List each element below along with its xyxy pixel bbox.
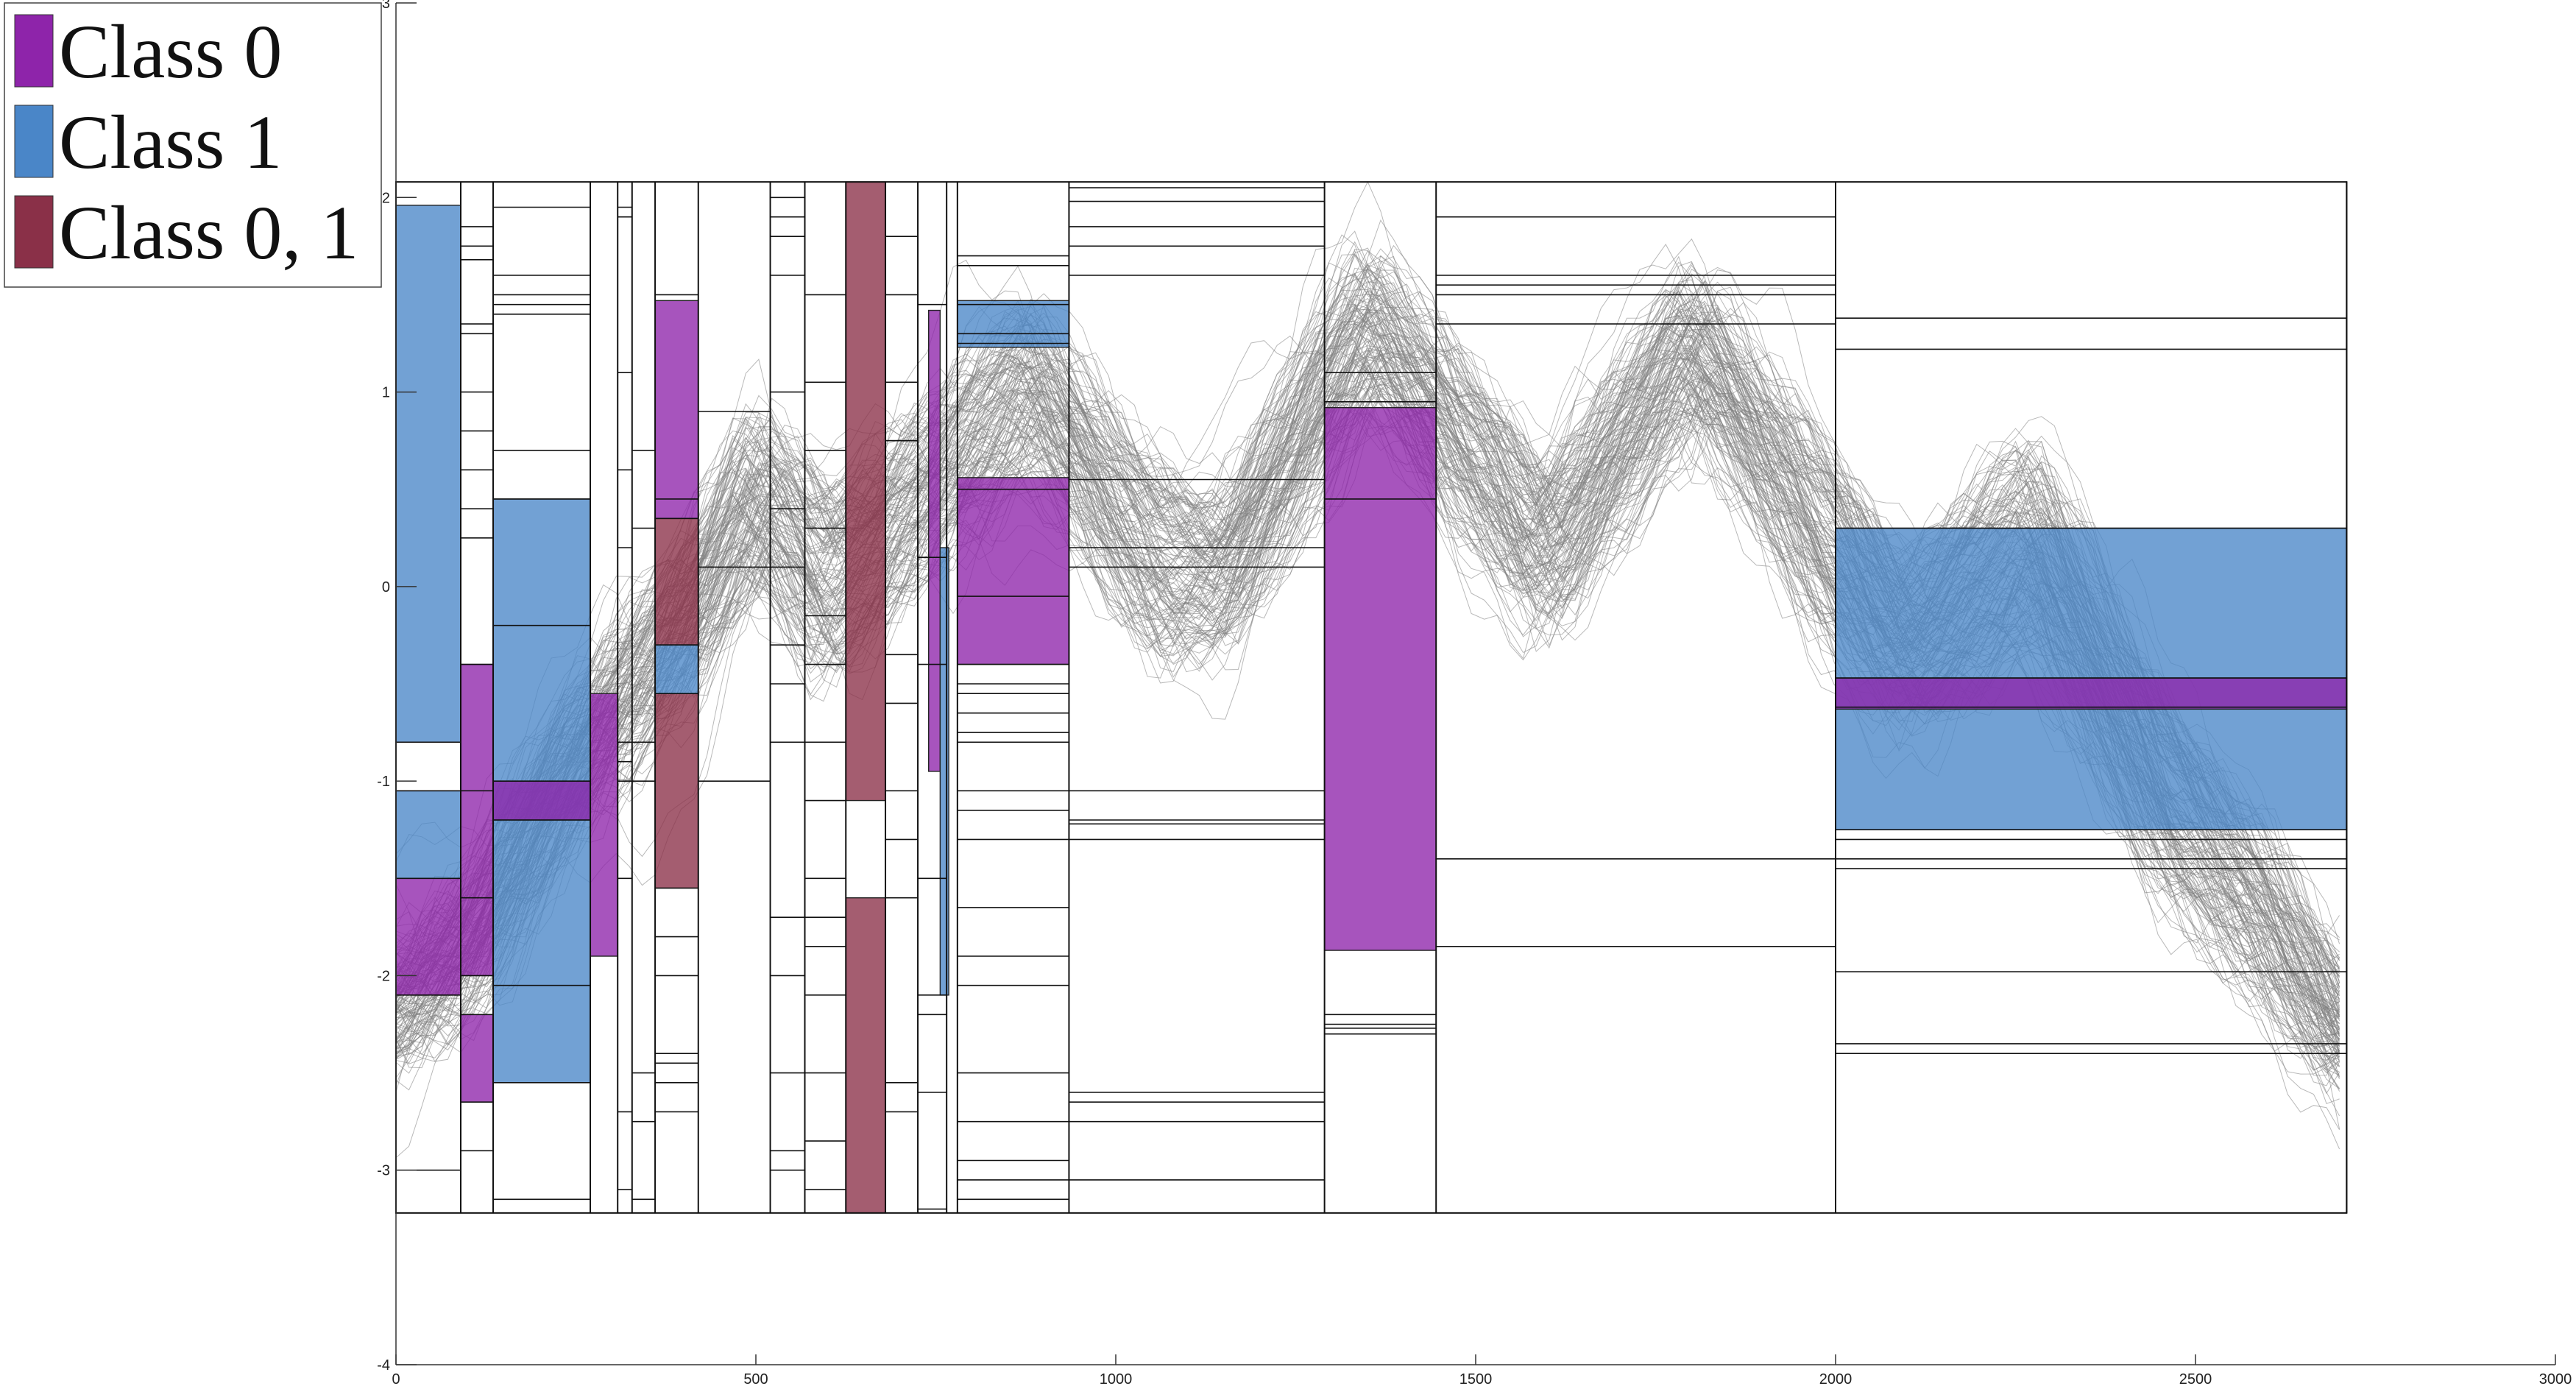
class-box [957,300,1070,348]
x-tick-label: 500 [743,1371,768,1388]
legend-label-class-1: Class 1 [59,100,282,185]
legend-swatch-class-1 [14,105,54,178]
class-box [492,780,591,821]
x-tick-label: 2500 [2179,1371,2212,1388]
y-tick-label: 2 [382,190,390,206]
x-tick-label: 0 [392,1371,400,1388]
series-curve [395,255,2340,1009]
legend-label-class-0: Class 0 [59,10,282,94]
class-box [395,877,461,996]
class-box [928,309,941,772]
series-curve [395,261,2340,997]
y-tick-label: -2 [377,968,390,984]
class-box [957,477,1070,665]
class-box [845,181,886,802]
legend-swatch-class-0 [14,14,54,88]
class-box [654,693,699,889]
class-boxes [395,181,2348,1214]
class-box [654,300,699,520]
x-tick-label: 1500 [1459,1371,1493,1388]
series-curve [395,263,2340,997]
class-box [654,644,699,694]
y-tick-label: -3 [377,1163,390,1179]
class-box [395,790,461,879]
class-box [395,205,461,743]
series-curve [395,275,2340,992]
class-box [845,897,886,1214]
class-box [1323,407,1437,951]
legend-box [4,2,382,288]
legend: Class 0 Class 1 Class 0, 1 [4,2,382,288]
cut-lines [395,181,2348,1214]
x-tick-label: 1000 [1100,1371,1133,1388]
class-box [1835,677,2348,710]
class-box [460,1014,494,1103]
y-ticks: -4 -3 -2 -1 0 1 2 3 [377,0,417,1374]
series-curve [395,244,2340,1075]
class-box [590,693,618,957]
class-box [654,517,699,646]
y-tick-label: -1 [377,774,390,790]
y-tick-label: 1 [382,385,390,401]
series-curve [395,250,2340,1018]
series-curve [395,254,2340,992]
series-curve [395,308,2340,1004]
legend-swatch-class-0-1 [14,195,54,269]
x-tick-label: 3000 [2539,1371,2572,1388]
series-curve [395,281,2340,976]
series-curve [395,293,2340,1009]
x-ticks: 0 500 1000 1500 2000 2500 3000 [392,1354,2572,1388]
y-tick-label: 3 [382,0,390,12]
series-curve [395,253,2340,999]
series-curve [395,308,2340,993]
class-box [460,663,494,977]
series-curve [395,274,2340,989]
x-tick-label: 2000 [1819,1371,1853,1388]
legend-label-class-0-1: Class 0, 1 [59,191,358,275]
class-box [939,547,949,996]
series-curve [395,304,2340,1017]
y-tick-label: 0 [382,579,390,595]
y-tick-label: -4 [377,1357,390,1374]
